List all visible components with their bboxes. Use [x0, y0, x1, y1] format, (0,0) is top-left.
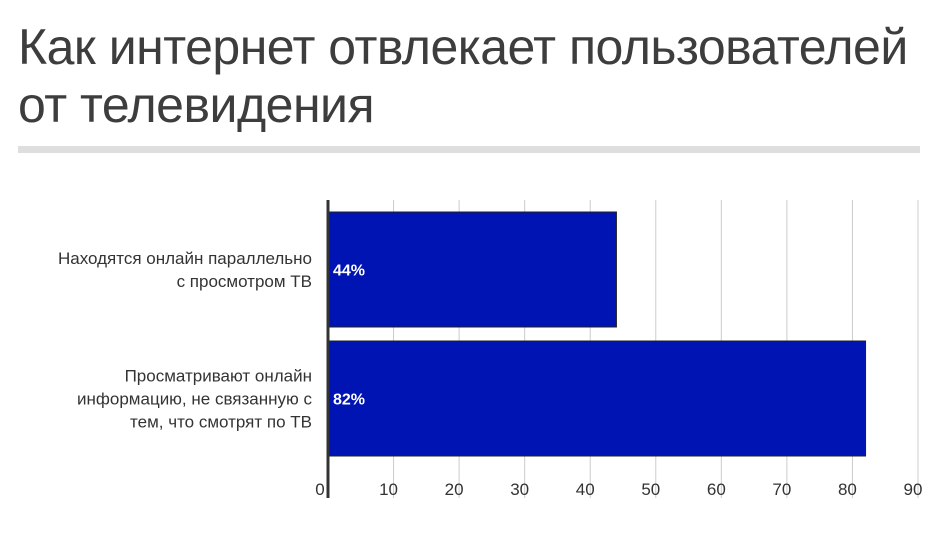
category-label: Просматривают онлайн информацию, не связа…	[77, 367, 312, 432]
title-divider	[18, 146, 920, 153]
bars	[327, 211, 867, 457]
bar	[327, 211, 617, 328]
bar-data-label: 44%	[333, 263, 365, 280]
bar	[327, 340, 867, 457]
category-label-line: Находятся онлайн параллельно	[58, 249, 312, 268]
x-tick-label: 10	[379, 480, 398, 499]
category-label-line: с просмотром ТВ	[177, 272, 312, 291]
bar-data-label: 82%	[333, 392, 365, 409]
x-tick-label: 60	[707, 480, 726, 499]
labels: 0 10 20 30 40 50 60 70 80 90 44% 82% Находятся онлай…	[58, 249, 922, 499]
x-tick-label: 80	[838, 480, 857, 499]
category-label-line: тем, что смотрят по ТВ	[130, 413, 312, 432]
x-tick-label: 40	[576, 480, 595, 499]
x-tick-label: 0	[315, 480, 324, 499]
x-tick-label: 90	[904, 480, 923, 499]
category-label: Находятся онлайн параллельно с просмотром…	[58, 249, 312, 291]
category-label-line: информацию, не связанную с	[77, 390, 312, 409]
x-tick-label: 20	[445, 480, 464, 499]
chart-title: Как интернет отвлекает пользователей от …	[18, 19, 908, 133]
x-tick-label: 50	[641, 480, 660, 499]
x-tick-label: 70	[772, 480, 791, 499]
category-label-line: Просматривают онлайн	[125, 367, 312, 386]
x-tick-label: 30	[510, 480, 529, 499]
